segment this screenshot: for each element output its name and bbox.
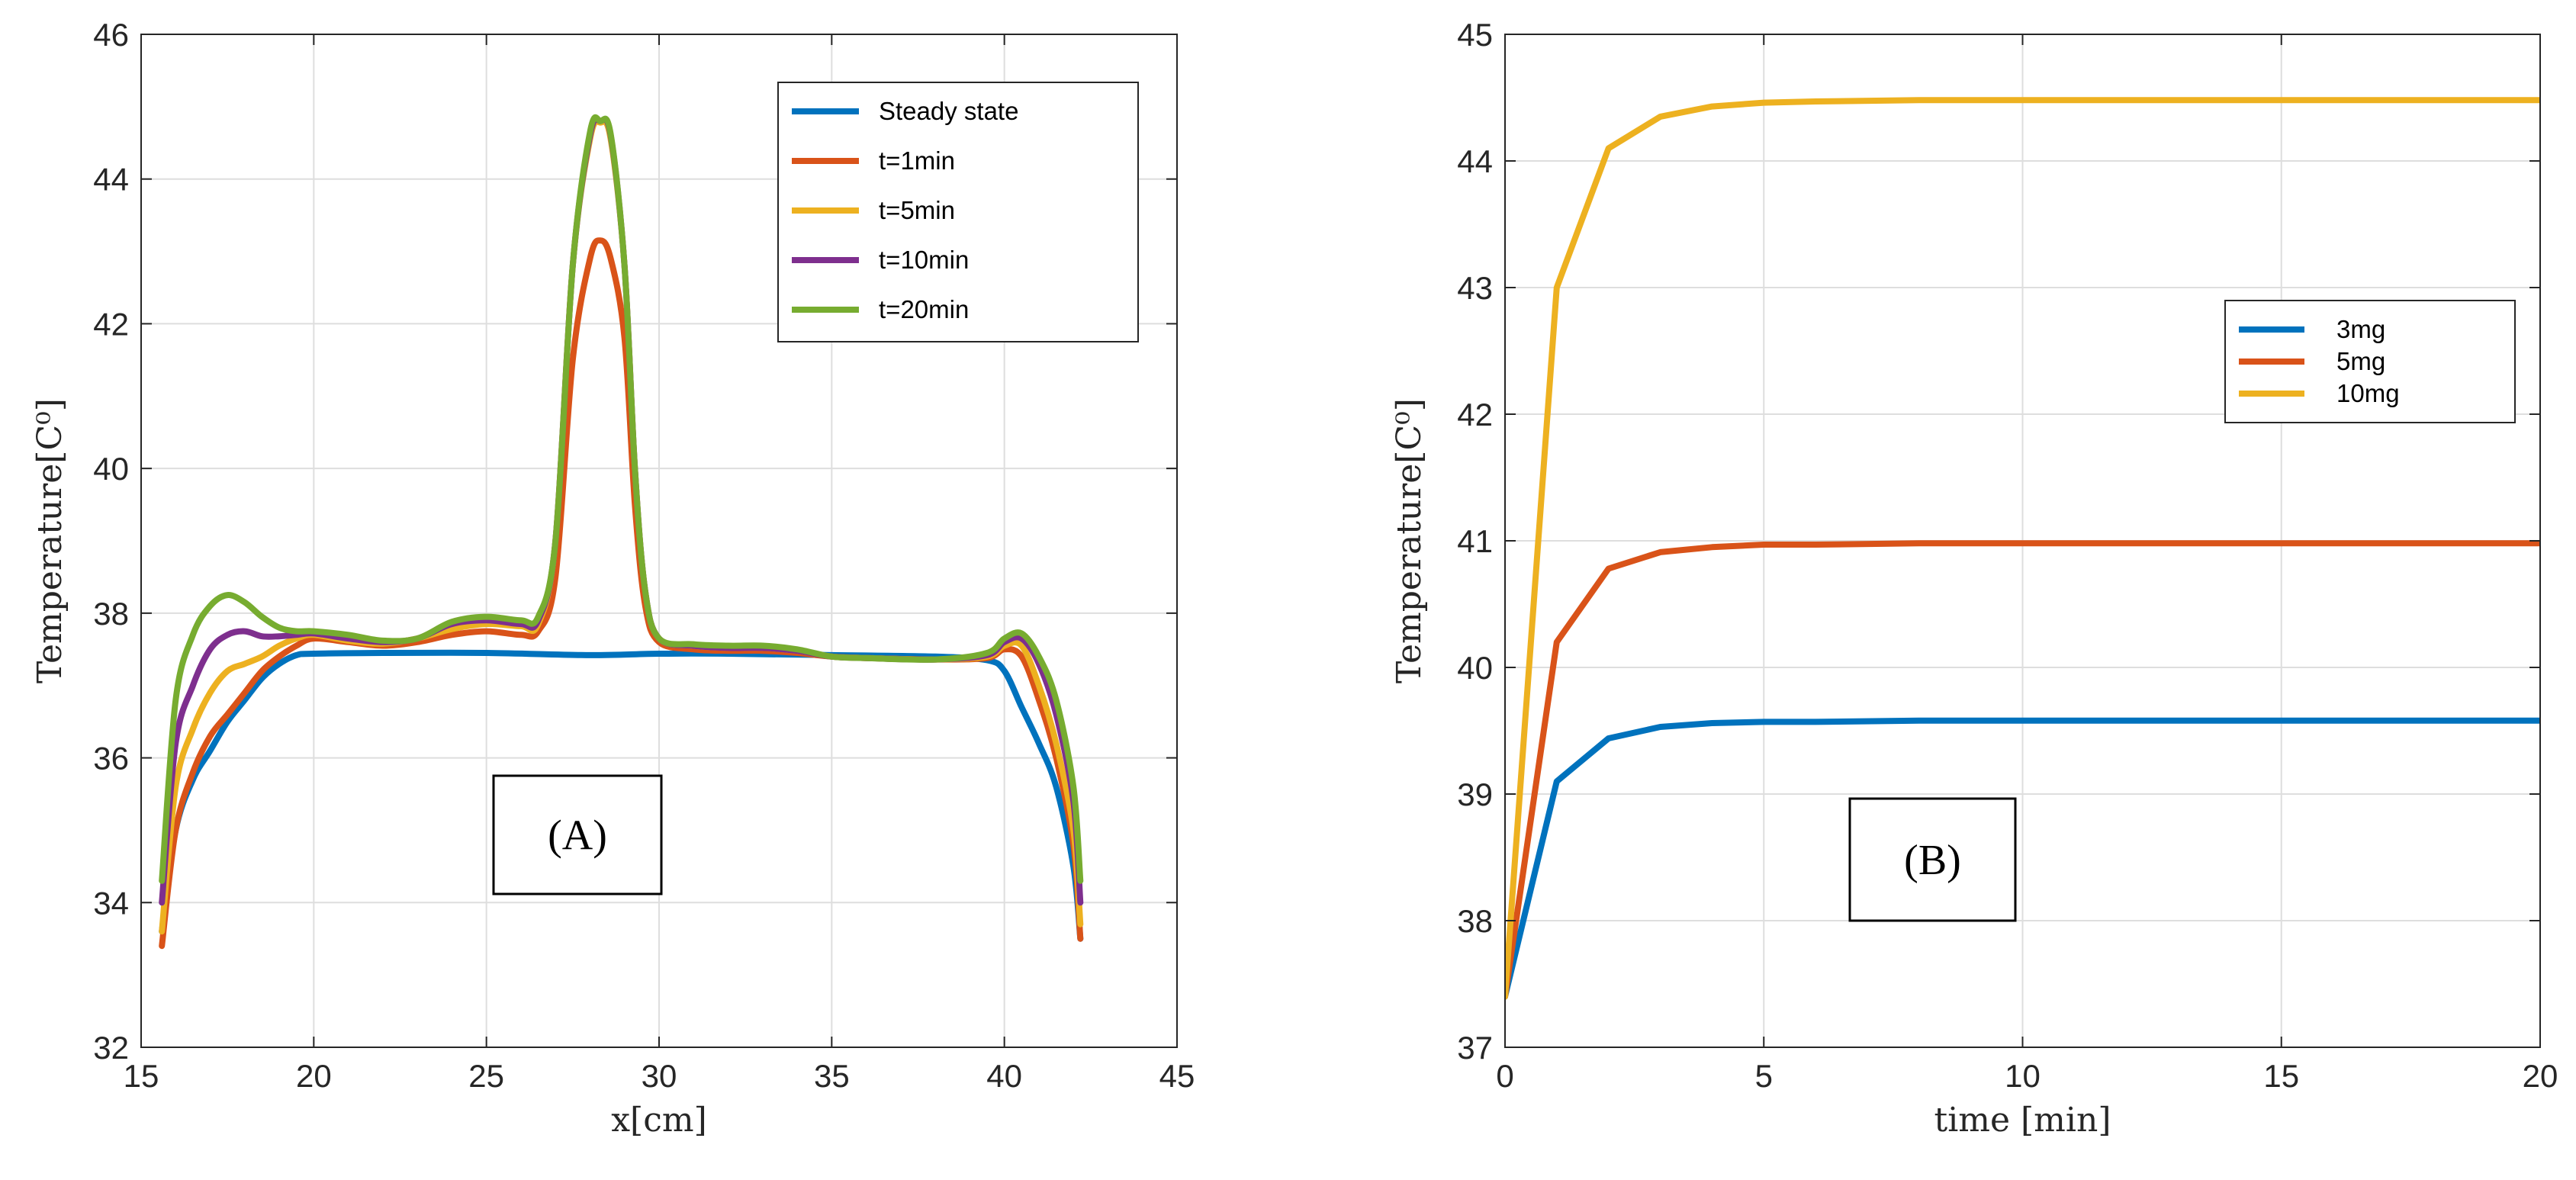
x-tick-label: 15 [2263, 1058, 2299, 1094]
y-tick-label: 40 [1457, 650, 1493, 686]
annotation-box [1848, 797, 2017, 922]
x-tick-label: 0 [1496, 1058, 1513, 1094]
y-tick-label: 38 [93, 596, 129, 632]
y-tick-label: 38 [1457, 903, 1493, 939]
annotation-label: (B) [1904, 837, 1961, 884]
chart-a: 15 20 25 30 35 40 45 32 34 36 38 40 42 44 46 x[cm] Tempe… [31, 17, 1195, 1140]
series-group [1505, 97, 2540, 1000]
y-tick-label: 37 [1457, 1030, 1493, 1066]
y-tick-label: 45 [1457, 17, 1493, 53]
y-tick-label: 42 [93, 306, 129, 342]
y-tick-label: 34 [93, 885, 129, 921]
y-tick-label: 44 [93, 162, 129, 198]
x-axis-label: x[cm] [611, 1101, 707, 1140]
series-line-0 [1505, 717, 2540, 1000]
series-group [159, 114, 1084, 950]
x-tick-label: 25 [468, 1058, 504, 1094]
y-tick-label: 36 [93, 741, 129, 776]
y-axis-label: Temperature[C⁰] [1390, 398, 1429, 683]
x-tick-label: 20 [2523, 1058, 2558, 1094]
annotation-box [492, 774, 663, 895]
legend: 3mg 5mg 10mg [2224, 300, 2516, 423]
legend: Steady state t=1min t=5min t=10min t=20min [777, 82, 1139, 342]
x-tick-label: 30 [642, 1058, 677, 1094]
chart-b: 0 5 10 15 20 37 38 39 40 41 42 43 44 45 time [min] Temp… [1390, 17, 2558, 1140]
x-tick-label: 35 [814, 1058, 850, 1094]
y-tick-label: 43 [1457, 270, 1493, 306]
y-axis-label: Temperature[C⁰] [31, 398, 69, 683]
x-tick-label: 45 [1159, 1058, 1195, 1094]
legend-label-0: Steady state [879, 97, 1018, 125]
y-tick-label: 46 [93, 17, 129, 53]
x-tick-label: 40 [986, 1058, 1022, 1094]
y-tick-label: 32 [93, 1030, 129, 1066]
x-tick-label: 20 [296, 1058, 332, 1094]
x-tick-label: 15 [124, 1058, 159, 1094]
y-tick-label: 44 [1457, 143, 1493, 179]
legend-label-1: t=1min [879, 146, 955, 175]
legend-label-2: 10mg [2336, 379, 2400, 407]
legend-label-3: t=10min [879, 246, 969, 274]
x-tick-label: 10 [2005, 1058, 2041, 1094]
legend-label-2: t=5min [879, 196, 955, 224]
series-line-1 [1505, 540, 2540, 1000]
legend-label-4: t=20min [879, 295, 969, 323]
legend-label-1: 5mg [2336, 347, 2385, 375]
y-tick-label: 39 [1457, 776, 1493, 812]
series-line-2 [1505, 97, 2540, 1000]
series-line-4 [159, 114, 1084, 884]
x-tick-label: 5 [1755, 1058, 1773, 1094]
y-tick-label: 40 [93, 451, 129, 487]
legend-label-0: 3mg [2336, 315, 2385, 343]
series-line-0 [159, 649, 1084, 942]
annotation-label: (A) [548, 812, 607, 860]
y-tick-label: 42 [1457, 397, 1493, 432]
x-axis-label: time [min] [1934, 1101, 2111, 1140]
y-tick-label: 41 [1457, 523, 1493, 559]
